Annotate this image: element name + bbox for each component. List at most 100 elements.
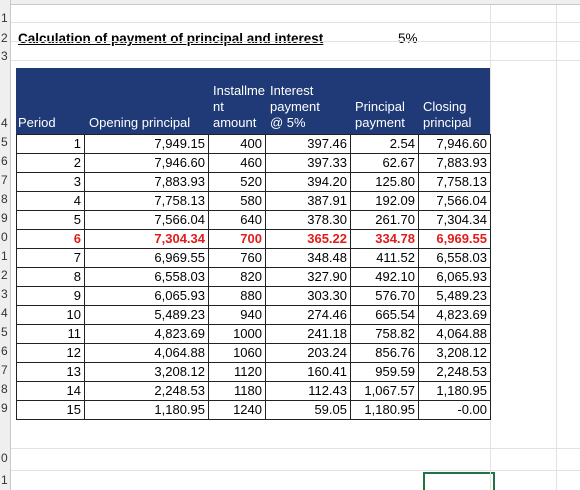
row-number: 4 xyxy=(1,116,8,130)
table-cell: 880 xyxy=(208,286,266,306)
table-cell: 327.90 xyxy=(265,267,351,287)
table-cell: 1060 xyxy=(208,343,266,363)
table-cell: 4,064.88 xyxy=(84,343,209,363)
column-header-strip xyxy=(0,0,580,5)
table-cell: 6,065.93 xyxy=(84,286,209,306)
row-number: 1 xyxy=(1,249,8,263)
row-number: 9 xyxy=(1,211,8,225)
table-cell: 11 xyxy=(16,324,85,344)
table-cell: 6,065.93 xyxy=(418,267,491,287)
column-header: payment xyxy=(355,115,405,130)
table-cell: 12 xyxy=(16,343,85,363)
row-number: 1 xyxy=(1,473,8,487)
table-cell: 6,969.55 xyxy=(84,248,209,268)
table-cell: 2 xyxy=(16,153,85,173)
column-header: nt xyxy=(213,99,224,114)
table-cell: 3,208.12 xyxy=(418,343,491,363)
table-cell: 4,823.69 xyxy=(84,324,209,344)
table-cell: 7,758.13 xyxy=(84,191,209,211)
table-cell: 378.30 xyxy=(265,210,351,230)
table-cell: 4,064.88 xyxy=(418,324,491,344)
table-cell: 365.22 xyxy=(265,229,351,249)
column-header: @ 5% xyxy=(270,115,306,130)
grid-line xyxy=(11,470,580,471)
table-cell: 261.70 xyxy=(350,210,419,230)
row-number: 3 xyxy=(1,49,8,63)
table-cell: 394.20 xyxy=(265,172,351,192)
table-cell: 959.59 xyxy=(350,362,419,382)
column-header: Installme xyxy=(213,83,266,98)
table-cell: 8 xyxy=(16,267,85,287)
sheet-title: Calculation of payment of principal and … xyxy=(18,31,324,46)
table-cell: 411.52 xyxy=(350,248,419,268)
row-number: 8 xyxy=(1,192,8,206)
table-cell: 940 xyxy=(208,305,266,325)
column-header: Opening principal xyxy=(89,115,191,130)
row-number: 7 xyxy=(1,173,8,187)
table-cell: 15 xyxy=(16,400,85,420)
row-number: 7 xyxy=(1,363,8,377)
table-cell: 7,566.04 xyxy=(84,210,209,230)
row-number: 3 xyxy=(1,287,8,301)
table-cell: 7,946.60 xyxy=(84,153,209,173)
table-cell: 7,758.13 xyxy=(418,172,491,192)
table-cell: 7,304.34 xyxy=(84,229,209,249)
table-cell: 640 xyxy=(208,210,266,230)
row-header-strip xyxy=(0,0,11,490)
table-cell: 125.80 xyxy=(350,172,419,192)
header-band xyxy=(16,68,490,134)
column-header: Period xyxy=(18,115,56,130)
table-cell: 7,883.93 xyxy=(418,153,491,173)
selected-cell[interactable] xyxy=(423,472,495,490)
row-number: 6 xyxy=(1,344,8,358)
column-header: amount xyxy=(213,115,257,130)
table-cell: 387.91 xyxy=(265,191,351,211)
table-cell: 2,248.53 xyxy=(84,381,209,401)
grid-line xyxy=(11,60,580,61)
table-cell: 580 xyxy=(208,191,266,211)
table-cell: 10 xyxy=(16,305,85,325)
table-cell: 160.41 xyxy=(265,362,351,382)
row-number: 8 xyxy=(1,382,8,396)
table-cell: 6,558.03 xyxy=(84,267,209,287)
table-cell: 1000 xyxy=(208,324,266,344)
table-cell: 7,304.34 xyxy=(418,210,491,230)
table-cell: 7,883.93 xyxy=(84,172,209,192)
table-cell: 1240 xyxy=(208,400,266,420)
table-cell: 6,969.55 xyxy=(418,229,491,249)
table-cell: 1180 xyxy=(208,381,266,401)
row-number: 0 xyxy=(1,230,8,244)
table-cell: 59.05 xyxy=(265,400,351,420)
row-number: 9 xyxy=(1,401,8,415)
table-cell: 7,946.60 xyxy=(418,134,491,154)
table-cell: 5 xyxy=(16,210,85,230)
table-cell: 2.54 xyxy=(350,134,419,154)
table-cell: 1 xyxy=(16,134,85,154)
grid-line xyxy=(11,22,580,23)
table-cell: 520 xyxy=(208,172,266,192)
row-number: 5 xyxy=(1,135,8,149)
column-header: Closing xyxy=(423,99,467,114)
table-cell: 7,566.04 xyxy=(418,191,491,211)
table-cell: 14 xyxy=(16,381,85,401)
table-cell: 4,823.69 xyxy=(418,305,491,325)
row-number: 0 xyxy=(1,451,8,465)
table-cell: 334.78 xyxy=(350,229,419,249)
table-cell: 1,180.95 xyxy=(350,400,419,420)
table-cell: 241.18 xyxy=(265,324,351,344)
table-cell: 492.10 xyxy=(350,267,419,287)
table-cell: 62.67 xyxy=(350,153,419,173)
rate: 5% xyxy=(398,31,418,46)
table-cell: 9 xyxy=(16,286,85,306)
table-cell: 400 xyxy=(208,134,266,154)
table-cell: 4 xyxy=(16,191,85,211)
table-cell: 7,949.15 xyxy=(84,134,209,154)
table-cell: 758.82 xyxy=(350,324,419,344)
table-cell: -0.00 xyxy=(418,400,491,420)
table-cell: 700 xyxy=(208,229,266,249)
column-header: principal xyxy=(423,115,472,130)
row-number: 4 xyxy=(1,306,8,320)
table-cell: 203.24 xyxy=(265,343,351,363)
table-cell: 6,558.03 xyxy=(418,248,491,268)
